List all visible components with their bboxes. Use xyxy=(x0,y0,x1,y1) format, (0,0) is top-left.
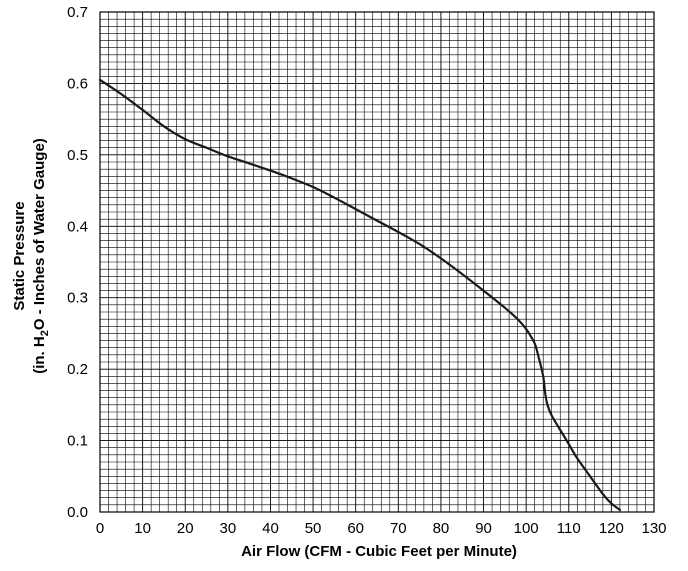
y-tick-label: 0.6 xyxy=(67,75,88,92)
y-axis-ticks: 0.0 0.1 0.2 0.3 0.4 0.5 0.6 0.7 xyxy=(67,4,88,521)
y-axis-title-subscript: 2 xyxy=(39,330,51,336)
chart-grid xyxy=(99,11,655,513)
x-axis-ticks: 0 10 20 30 40 50 60 70 80 90 100 110 120 130 xyxy=(96,520,667,537)
x-tick-label: 100 xyxy=(514,520,539,537)
x-tick-label: 70 xyxy=(390,520,407,537)
y-tick-label: 0.3 xyxy=(67,290,88,307)
y-axis-title-line1: Static Pressure xyxy=(11,201,28,310)
y-tick-label: 0.4 xyxy=(67,218,88,235)
x-tick-label: 10 xyxy=(134,520,151,537)
y-tick-label: 0.1 xyxy=(67,433,88,450)
x-tick-label: 130 xyxy=(641,520,666,537)
x-tick-label: 80 xyxy=(433,520,450,537)
y-axis-title-line2: (in. H2O - Inches of Water Gauge) xyxy=(31,138,51,374)
x-tick-label: 90 xyxy=(475,520,492,537)
y-axis-title-part2: O - Inches of Water Gauge) xyxy=(31,138,48,330)
plot-frame xyxy=(99,11,655,513)
y-tick-label: 0.2 xyxy=(67,361,88,378)
y-tick-label: 0.5 xyxy=(67,147,88,164)
x-tick-label: 50 xyxy=(305,520,322,537)
x-tick-label: 40 xyxy=(262,520,279,537)
y-axis-title-part1: (in. H xyxy=(31,336,48,374)
x-tick-label: 20 xyxy=(177,520,194,537)
y-axis-title: Static Pressure (in. H2O - Inches of Wat… xyxy=(11,138,51,374)
x-tick-label: 30 xyxy=(220,520,237,537)
x-tick-label: 0 xyxy=(96,520,104,537)
y-tick-label: 0.7 xyxy=(67,4,88,21)
y-tick-label: 0.0 xyxy=(67,504,88,521)
series-line xyxy=(98,78,621,511)
x-axis-title: Air Flow (CFM - Cubic Feet per Minute) xyxy=(241,543,517,560)
x-tick-label: 120 xyxy=(599,520,624,537)
x-tick-label: 60 xyxy=(347,520,364,537)
x-tick-label: 110 xyxy=(557,520,581,537)
